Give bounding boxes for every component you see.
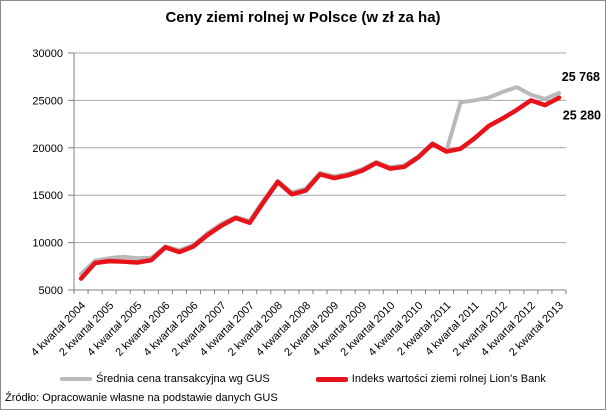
series-line-gus (79, 85, 561, 276)
legend: Średnia cena transakcyjna wg GUS Indeks w… (1, 373, 605, 385)
legend-swatch (315, 376, 348, 382)
y-axis-label: 20000 (32, 143, 63, 155)
y-axis-label: 15000 (32, 190, 63, 202)
series-line-lions (78, 95, 562, 281)
legend-label: Indeks wartości ziemi rolnej Lion's Bank (351, 373, 546, 385)
y-axis-label: 5000 (39, 285, 63, 297)
legend-item-lions: Indeks wartości ziemi rolnej Lion's Bank (315, 373, 546, 385)
legend-swatch (60, 377, 93, 381)
end-value-label-lions: 25 280 (563, 109, 601, 123)
chart-title: Ceny ziemi rolnej w Polsce (w zł za ha) (165, 9, 441, 26)
legend-item-gus: Średnia cena transakcyjna wg GUS (60, 373, 270, 385)
legend-label: Średnia cena transakcyjna wg GUS (96, 373, 270, 385)
end-value-label-gus: 25 768 (562, 70, 600, 84)
source-note: Źródło: Opracowanie własne na podstawie … (5, 392, 278, 404)
y-axis-label: 30000 (32, 48, 63, 60)
y-axis-label: 10000 (32, 238, 63, 250)
y-axis-label: 25000 (32, 95, 63, 107)
